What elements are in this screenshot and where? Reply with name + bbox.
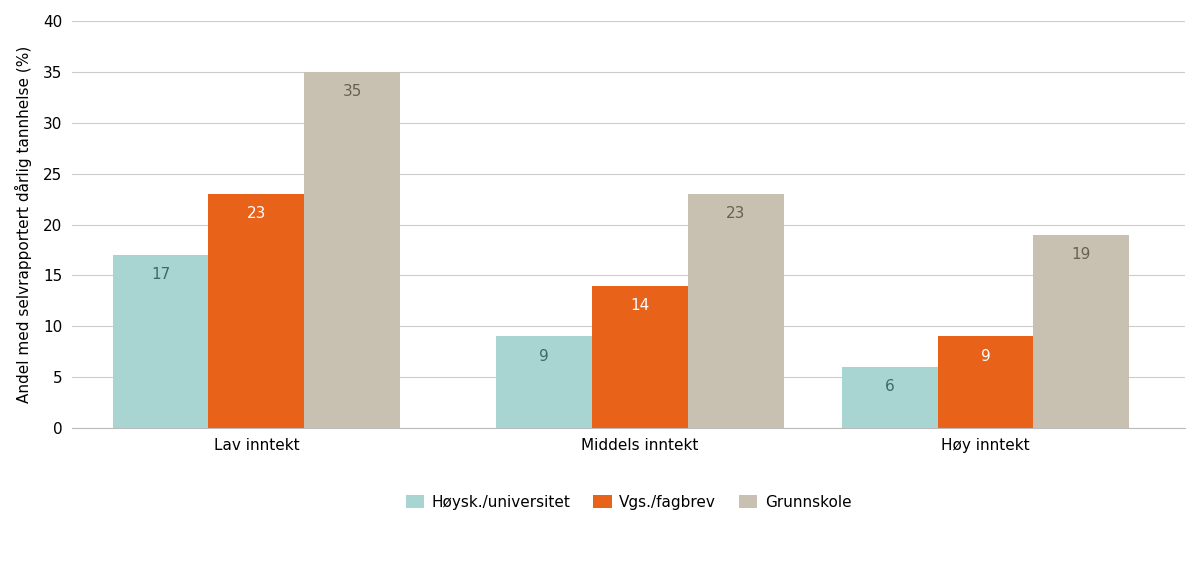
Bar <box>305 72 401 428</box>
Text: 17: 17 <box>151 267 170 282</box>
Y-axis label: Andel med selvrapportert dårlig tannhelse (%): Andel med selvrapportert dårlig tannhels… <box>16 46 32 403</box>
Text: 23: 23 <box>726 206 745 221</box>
Text: 19: 19 <box>1072 247 1091 262</box>
Text: 9: 9 <box>980 349 990 364</box>
Text: 9: 9 <box>539 349 550 364</box>
Text: 6: 6 <box>884 379 894 394</box>
Bar <box>209 194 305 428</box>
Text: 14: 14 <box>630 298 649 313</box>
Bar <box>592 286 688 428</box>
Bar <box>937 336 1033 428</box>
Text: 35: 35 <box>343 84 362 99</box>
Bar <box>1033 234 1129 428</box>
Text: 23: 23 <box>247 206 266 221</box>
Bar <box>497 336 592 428</box>
Bar <box>113 255 209 428</box>
Legend: Høysk./universitet, Vgs./fagbrev, Grunnskole: Høysk./universitet, Vgs./fagbrev, Grunns… <box>400 489 858 516</box>
Bar <box>841 367 937 428</box>
Bar <box>688 194 784 428</box>
